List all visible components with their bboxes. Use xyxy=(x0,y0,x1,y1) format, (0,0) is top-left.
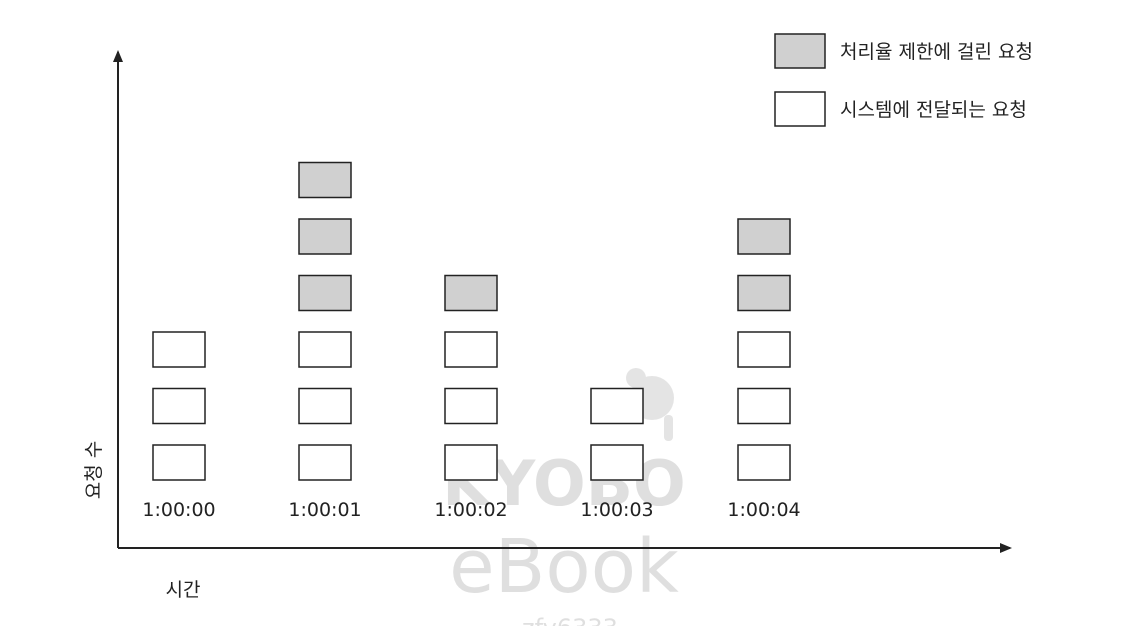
limited-request-box xyxy=(737,274,791,312)
passed-request-box xyxy=(444,444,498,481)
x-tick-label: 1:00:02 xyxy=(434,499,507,521)
legend-swatch-passed xyxy=(774,91,826,127)
y-axis-label: 요청 수 xyxy=(83,441,105,499)
passed-request-box xyxy=(737,387,791,425)
passed-request-box xyxy=(298,444,352,481)
passed-request-box xyxy=(444,387,498,425)
passed-request-box xyxy=(590,387,644,425)
passed-request-box xyxy=(298,387,352,425)
x-tick-label: 1:00:00 xyxy=(142,499,215,521)
passed-request-box xyxy=(152,387,206,425)
limited-request-box xyxy=(737,218,791,255)
watermark-user-id: zfy6333 xyxy=(522,614,618,626)
x-axis-label: 시간 xyxy=(166,579,201,601)
x-tick-label: 1:00:04 xyxy=(727,499,800,521)
limited-request-box xyxy=(298,218,352,255)
legend-label-limited: 처리율 제한에 걸린 요청 xyxy=(840,41,1033,63)
limited-request-box xyxy=(298,274,352,312)
passed-request-box xyxy=(590,444,644,481)
passed-request-box xyxy=(298,331,352,368)
x-tick-label: 1:00:01 xyxy=(288,499,361,521)
legend: 처리율 제한에 걸린 요청 시스템에 전달되는 요청 xyxy=(774,33,1033,127)
passed-request-box xyxy=(152,331,206,368)
passed-request-box xyxy=(444,331,498,368)
watermark-product: eBook xyxy=(449,524,679,610)
legend-swatch-limited xyxy=(774,33,826,69)
x-tick-labels: 1:00:00 1:00:01 1:00:02 1:00:03 1:00:04 xyxy=(142,499,800,521)
x-tick-label: 1:00:03 xyxy=(580,499,653,521)
passed-request-box xyxy=(737,331,791,368)
limited-request-box xyxy=(298,161,352,199)
legend-label-passed: 시스템에 전달되는 요청 xyxy=(840,99,1027,121)
bars xyxy=(152,161,791,481)
passed-request-box xyxy=(152,444,206,481)
passed-request-box xyxy=(737,444,791,481)
limited-request-box xyxy=(444,274,498,312)
